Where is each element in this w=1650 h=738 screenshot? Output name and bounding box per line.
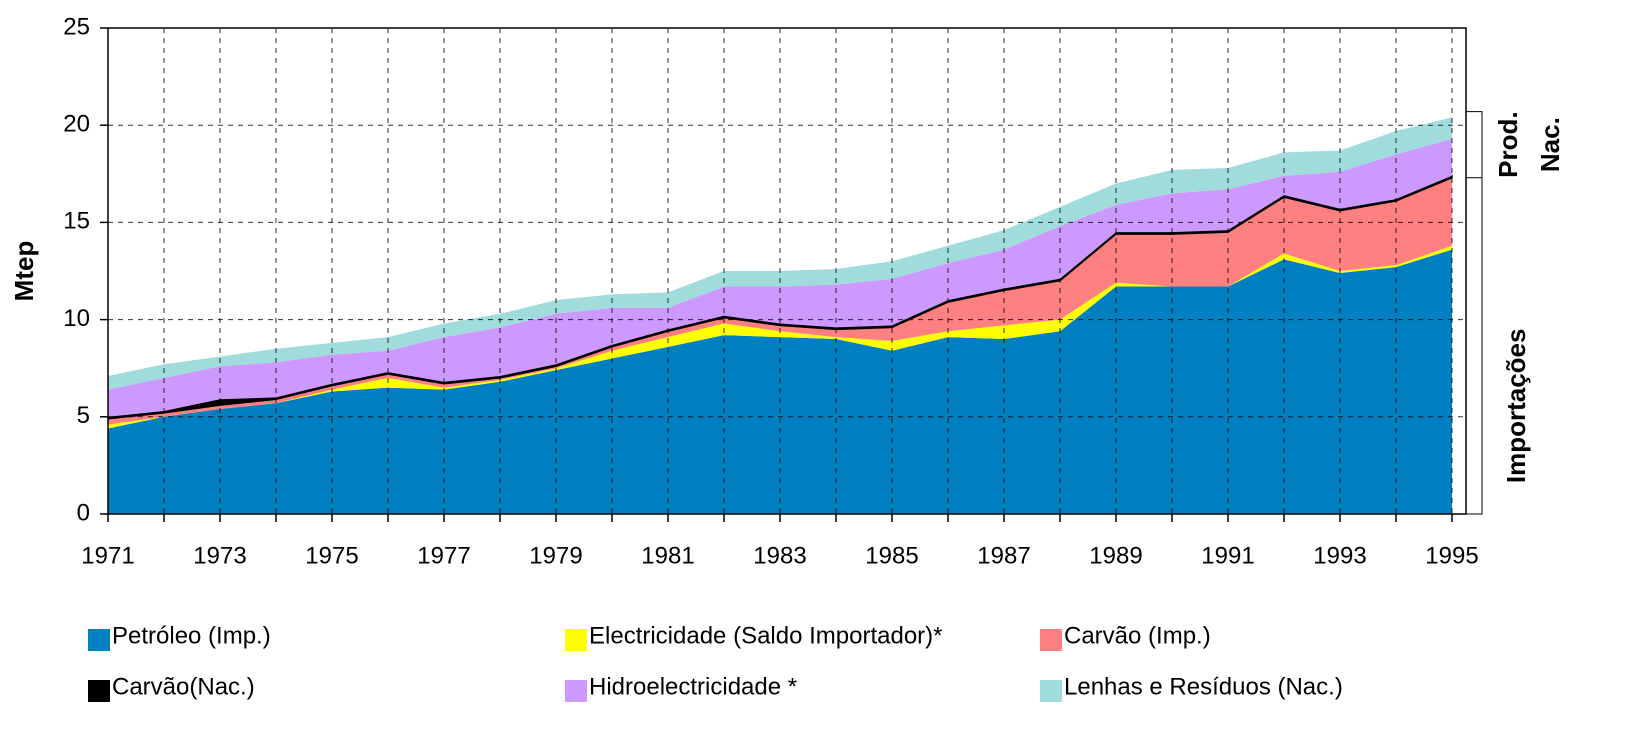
legend-label: Hidroelectricidade * [589,673,797,700]
x-tick-label: 1993 [1313,542,1366,569]
y-tick-label: 10 [63,305,90,332]
legend-swatch [1040,680,1062,702]
x-tick-label: 1977 [417,542,470,569]
legend-label: Petróleo (Imp.) [112,622,271,649]
x-tick-label: 1971 [81,542,134,569]
legend-label: Carvão (Imp.) [1064,622,1211,649]
area [108,117,1452,390]
legend-swatch [88,629,110,651]
bracket [1466,177,1483,515]
x-tick-label: 1973 [193,542,246,569]
legend-swatch [565,680,587,702]
legend-label: Electricidade (Saldo Importador)* [589,622,943,649]
bracket [1466,111,1483,179]
y-axis-label: Mtep [9,241,39,302]
x-tick-label: 1983 [753,542,806,569]
plot-frame [107,27,1467,515]
legend-label: Lenhas e Resíduos (Nac.) [1064,673,1343,700]
x-tick-label: 1987 [977,542,1030,569]
annotation: Nac. [1535,117,1565,172]
legend-swatch [565,629,587,651]
x-tick-label: 1995 [1425,542,1478,569]
x-tick-label: 1991 [1201,542,1254,569]
annotation: Importações [1501,329,1531,484]
legend-swatch [1040,629,1062,651]
y-tick-label: 15 [63,208,90,235]
legend-swatch [88,680,110,702]
x-tick-label: 1989 [1089,542,1142,569]
y-tick-label: 0 [77,499,90,526]
x-tick-label: 1981 [641,542,694,569]
x-tick-label: 1975 [305,542,358,569]
x-tick-label: 1985 [865,542,918,569]
area [108,245,1452,429]
y-tick-label: 5 [77,402,90,429]
y-tick-label: 25 [63,13,90,40]
legend-label: Carvão(Nac.) [112,673,255,700]
x-tick-label: 1979 [529,542,582,569]
annotation: Prod. [1493,111,1523,177]
y-tick-label: 20 [63,111,90,138]
